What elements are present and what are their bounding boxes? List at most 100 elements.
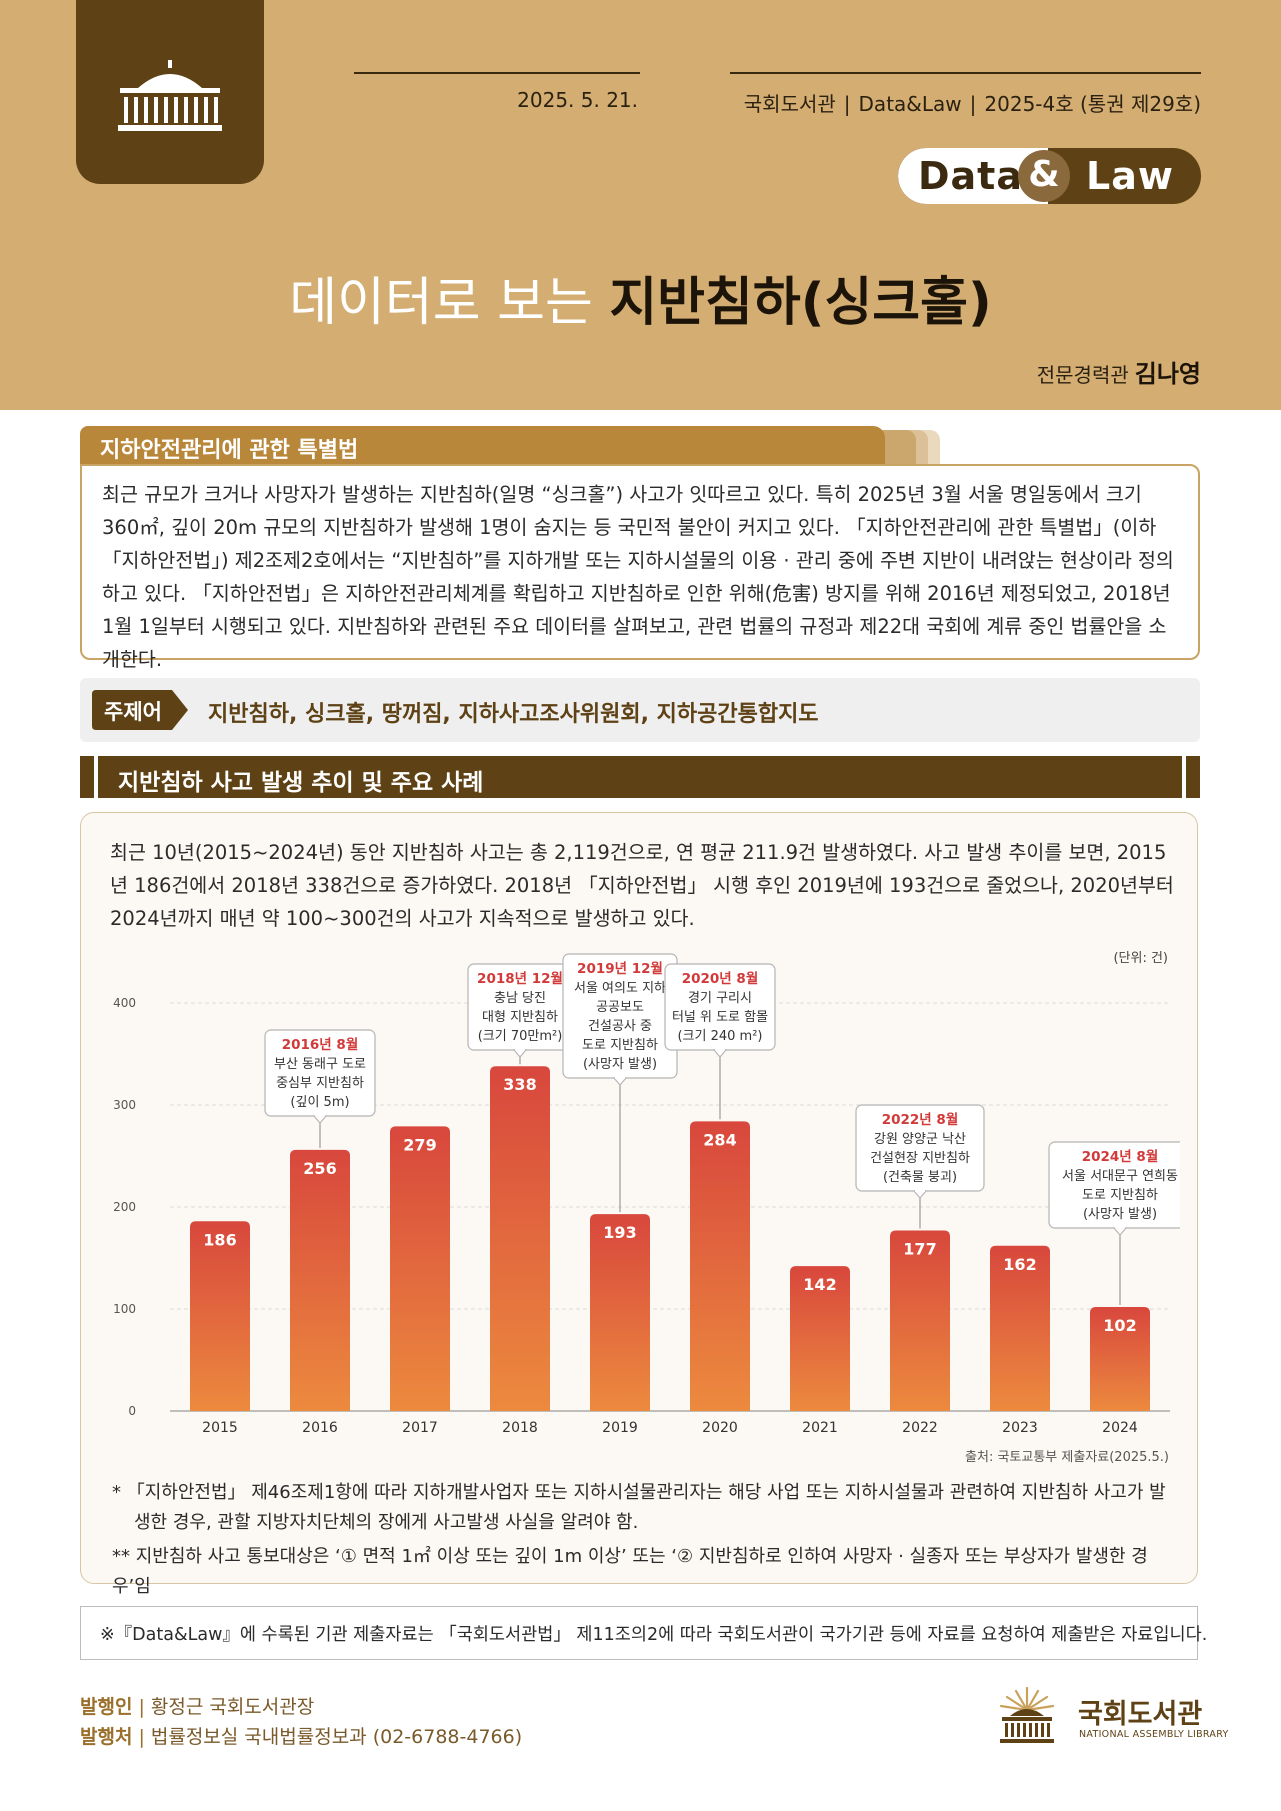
bar-value-label: 193 — [603, 1223, 636, 1242]
bar-2020 — [690, 1121, 750, 1411]
y-tick-label: 200 — [113, 1200, 136, 1214]
annotation-date: 2022년 8월 — [882, 1111, 959, 1128]
badge-amp-text: & — [1028, 154, 1060, 195]
issue-number: 2025-4호 (통권 제29호) — [984, 92, 1201, 116]
x-tick-label: 2020 — [702, 1420, 738, 1436]
bar-2021 — [790, 1266, 850, 1411]
annotation-line: (크기 70만m²) — [478, 1029, 563, 1044]
footnote-2: ** 지반침하 사고 통보대상은 ‘① 면적 1㎡ 이상 또는 깊이 1m 이상… — [112, 1546, 1148, 1597]
annotation-line: 서울 여의도 지하 — [574, 981, 666, 996]
annotation-date: 2016년 8월 — [282, 1036, 359, 1053]
annotation-pointer — [912, 1190, 928, 1199]
badge-amp-circle — [1018, 150, 1070, 202]
x-tick-label: 2021 — [802, 1420, 838, 1436]
bar-2023 — [990, 1245, 1050, 1411]
annotation-line: 건설공사 중 — [588, 1019, 652, 1034]
footnote-1: * 「지하안전법」 제46조제1항에 따라 지하개발사업자 또는 지하시설물관리… — [112, 1482, 1166, 1533]
annotation-line: 부산 동래구 도로 — [274, 1057, 366, 1072]
bar-2019 — [590, 1214, 650, 1411]
page-title: 데이터로 보는 지반침하(싱크홀) — [0, 260, 1281, 335]
footer-info: 발행인 | 황정근 국회도서관장 발행처 | 법률정보실 국내법률정보과 (02-678… — [80, 1692, 522, 1752]
annotation-line: 경기 구리시 — [688, 991, 752, 1006]
divider: | — [138, 1696, 145, 1718]
bar-value-label: 162 — [1003, 1255, 1036, 1274]
y-tick-label: 300 — [113, 1098, 136, 1112]
annotation-pointer — [612, 1077, 628, 1086]
library-logo-subtext: NATIONAL ASSEMBLY LIBRARY — [1079, 1729, 1229, 1740]
bar-value-label: 186 — [203, 1230, 236, 1249]
bar-value-label: 256 — [303, 1159, 336, 1178]
bar-2015 — [190, 1221, 250, 1411]
badge-law-text: Law — [1086, 154, 1174, 198]
bar-2017 — [390, 1126, 450, 1411]
bar-value-label: 279 — [403, 1135, 436, 1154]
x-tick-label: 2018 — [502, 1420, 538, 1436]
y-tick-label: 400 — [113, 996, 136, 1010]
annotation-pointer — [1112, 1227, 1128, 1236]
header-rule-right — [730, 72, 1201, 74]
keyword-label: 주제어 — [104, 700, 162, 724]
x-tick-label: 2019 — [602, 1420, 638, 1436]
annotation-line: 중심부 지반침하 — [276, 1076, 364, 1091]
annotation-line: 터널 위 도로 함몰 — [672, 1010, 768, 1025]
author-role: 전문경력관 — [1036, 363, 1129, 387]
bar-2024 — [1090, 1306, 1150, 1411]
annotation-line: 충남 당진 — [494, 991, 546, 1006]
x-tick-label: 2015 — [202, 1420, 238, 1436]
section2-header — [80, 756, 1200, 798]
assembly-building-logo — [76, 0, 264, 184]
chart-unit: (단위: 건) — [1113, 951, 1168, 966]
annotation-line: 공공보도 — [596, 1000, 644, 1015]
x-tick-label: 2024 — [1102, 1420, 1138, 1436]
section2-body: 최근 10년(2015~2024년) 동안 지반침하 사고는 총 2,119건으… — [110, 841, 1174, 930]
title-light: 데이터로 보는 — [289, 273, 610, 333]
keyword-list: 지반침하, 싱크홀, 땅꺼짐, 지하사고조사위원회, 지하공간통합지도 — [208, 702, 819, 727]
section2-edge — [94, 756, 98, 798]
bar-value-label: 284 — [703, 1130, 736, 1149]
section1-body: 최근 규모가 크거나 사망자가 발생하는 지반침하(일명 “싱크홀”) 사고가 … — [102, 483, 1174, 671]
annotation-date: 2018년 12월 — [477, 970, 563, 987]
annotation-date: 2024년 8월 — [1082, 1148, 1159, 1165]
divider: | — [138, 1726, 145, 1748]
publisher-name: 국회도서관 — [743, 92, 836, 116]
annotation-pointer — [312, 1115, 328, 1124]
data-law-badge: Data & Law — [898, 148, 1201, 204]
header-banner: 2025. 5. 21. 국회도서관 | Data&Law | 2025-4호 (통권 … — [0, 0, 1281, 410]
bar-value-label: 102 — [1103, 1316, 1136, 1335]
bar-value-label: 338 — [503, 1075, 536, 1094]
chart-source: 출처: 국토교통부 제출자료(2025.5.) — [965, 1450, 1169, 1465]
annotation-line: (크기 240 m²) — [677, 1029, 762, 1044]
footnotes: * 「지하안전법」 제46조제1항에 따라 지하개발사업자 또는 지하시설물관리… — [112, 1478, 1177, 1606]
annotation-line: (사망자 발생) — [583, 1057, 657, 1072]
annotation-pointer — [712, 1049, 728, 1058]
section1-tab — [80, 426, 885, 466]
annotation-line: 도로 지반침하 — [1082, 1188, 1158, 1203]
section2-edge — [1182, 756, 1186, 798]
divider: | — [843, 92, 851, 116]
annotation-line: (사망자 발생) — [1083, 1207, 1157, 1222]
disclaimer-box — [80, 1606, 1198, 1660]
annotation-line: (깊이 5m) — [290, 1095, 349, 1110]
annotation-line: 대형 지반침하 — [482, 1010, 558, 1025]
bar-2018 — [490, 1066, 550, 1411]
series-name: Data&Law — [858, 92, 962, 116]
disclaimer-text: ※『Data&Law』에 수록된 기관 제출자료는 「국회도서관법」 제11조의… — [100, 1625, 1208, 1645]
annotation-line: 서울 서대문구 연희동 — [1062, 1169, 1178, 1184]
library-logo-icon — [999, 1686, 1055, 1743]
annotation-line: 건설현장 지반침하 — [870, 1151, 970, 1166]
section1-box — [80, 464, 1200, 660]
annotation-date: 2019년 12월 — [577, 960, 663, 977]
publisher-line: 발행인 | 황정근 국회도서관장 — [80, 1692, 522, 1722]
keyword-tag — [92, 690, 188, 730]
badge-data-text: Data — [918, 154, 1023, 198]
bar-value-label: 177 — [903, 1239, 936, 1258]
x-tick-label: 2016 — [302, 1420, 338, 1436]
annotation-line: (건축물 붕괴) — [883, 1170, 957, 1185]
assembly-dome-icon — [118, 60, 222, 131]
publisher-label: 발행인 — [80, 1696, 133, 1718]
publisher-value: 황정근 국회도서관장 — [150, 1696, 315, 1718]
annotation-pointer — [512, 1049, 528, 1058]
divider: | — [969, 92, 977, 116]
bar-value-label: 142 — [803, 1275, 836, 1294]
